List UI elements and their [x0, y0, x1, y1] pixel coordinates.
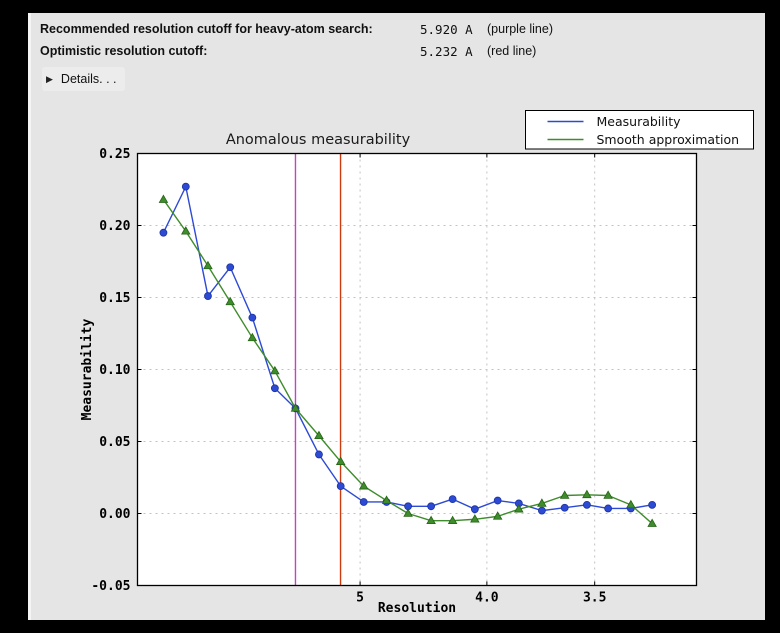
- legend-box: [525, 110, 754, 150]
- x-tick-label: 5: [356, 591, 364, 606]
- recommended-cutoff-value: 5.920 A: [420, 22, 473, 37]
- y-tick-label: 0.15: [99, 291, 130, 306]
- optimistic-cutoff-row: Optimistic resolution cutoff: 5.232 A (r…: [28, 44, 765, 62]
- details-disclosure-toggle[interactable]: ▶ Details. . .: [42, 67, 125, 91]
- optimistic-cutoff-note: (red line): [487, 44, 537, 58]
- smooth-approximation-data-point: [492, 511, 503, 520]
- measurability-data-point: [493, 496, 502, 505]
- y-tick-label: 0.20: [99, 219, 130, 234]
- plot-area: [137, 153, 697, 586]
- measurability-data-point: [604, 504, 613, 513]
- recommended-cutoff-label: Recommended resolution cutoff for heavy-…: [40, 22, 373, 36]
- smooth-approximation-data-point: [290, 403, 301, 412]
- smooth-approximation-data-point: [381, 495, 392, 504]
- plot-border: [136, 152, 698, 587]
- details-label: Details. . .: [60, 72, 117, 86]
- legend-entry-label: Smooth approximation: [597, 132, 740, 147]
- measurability-data-point: [159, 228, 168, 237]
- smooth-approximation-data-point: [647, 518, 657, 527]
- panel-edge-highlight: [28, 13, 31, 620]
- measurability-data-point: [583, 500, 591, 509]
- measurability-data-point: [537, 506, 546, 515]
- y-axis-label: Measurability: [80, 318, 95, 420]
- x-tick-label: 3.5: [583, 591, 606, 606]
- optimistic-cutoff-value: 5.232 A: [420, 44, 473, 59]
- smooth-approximation-data-point: [603, 490, 613, 499]
- smooth-approximation-data-point: [335, 456, 346, 465]
- smooth-approximation-data-point: [225, 296, 236, 306]
- measurability-data-point: [427, 502, 436, 511]
- measurability-data-point: [648, 500, 657, 509]
- smooth-approximation-data-point: [158, 194, 169, 203]
- smooth-approximation-data-point: [514, 504, 524, 513]
- measurability-data-point: [560, 503, 569, 512]
- smooth-approximation-data-point: [537, 498, 547, 507]
- y-tick-label: 0.25: [99, 147, 130, 162]
- y-tick-label: 0.00: [99, 507, 130, 522]
- measurability-data-point: [336, 482, 345, 491]
- smooth-approximation-data-point: [270, 365, 280, 375]
- smooth-approximation-data-point: [470, 514, 480, 523]
- y-tick-label: -0.05: [91, 579, 130, 594]
- smooth-approximation-data-point: [582, 489, 592, 499]
- smooth-approximation-data-point: [314, 430, 324, 440]
- measurability-data-point: [226, 263, 235, 272]
- chart-title: Anomalous measurability: [226, 132, 411, 148]
- measurability-data-point: [448, 495, 457, 504]
- recommended-cutoff-row: Recommended resolution cutoff for heavy-…: [28, 22, 765, 40]
- disclosure-triangle-icon: ▶: [46, 73, 53, 84]
- x-tick-label: 4.0: [475, 591, 499, 606]
- optimistic-cutoff-label: Optimistic resolution cutoff:: [40, 44, 208, 58]
- measurability-data-point: [181, 182, 190, 191]
- measurability-data-point: [270, 384, 279, 393]
- y-tick-label: 0.10: [99, 363, 130, 378]
- smooth-approximation-data-point: [403, 508, 413, 517]
- y-tick-label: 0.05: [99, 435, 130, 450]
- x-axis-label: Resolution: [378, 601, 456, 616]
- smooth-approximation-data-point: [559, 490, 570, 499]
- smooth-approximation-data-point: [203, 260, 213, 270]
- measurability-data-point: [248, 313, 257, 322]
- measurability-data-point: [470, 505, 479, 514]
- smooth-approximation-data-point: [247, 332, 258, 342]
- legend-entry-label: Measurability: [597, 114, 682, 129]
- measurability-data-point: [204, 292, 212, 300]
- smooth-approximation-data-point: [358, 481, 369, 490]
- measurability-data-point: [359, 498, 368, 506]
- smooth-approximation-data-point: [181, 226, 191, 235]
- smooth-approximation-data-point: [426, 515, 436, 524]
- recommended-cutoff-note: (purple line): [487, 22, 554, 36]
- smooth-approximation-data-point: [626, 499, 636, 509]
- smooth-approximation-data-point: [447, 515, 458, 524]
- measurability-data-point: [315, 450, 323, 459]
